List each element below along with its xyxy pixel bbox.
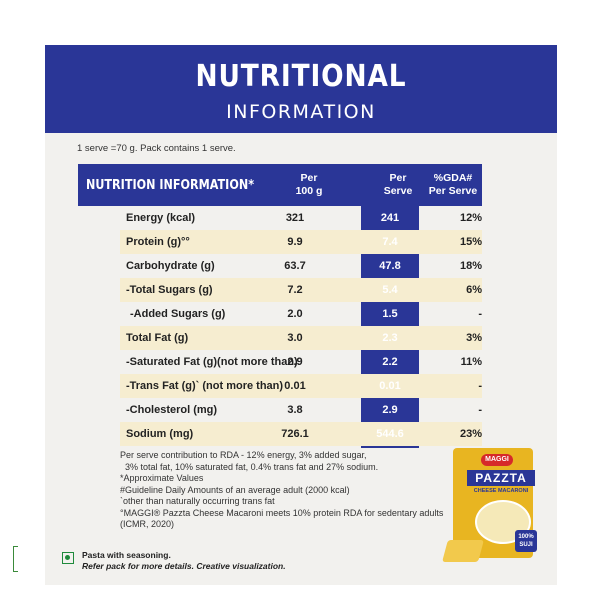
per-100g-value: 3.0 xyxy=(287,332,303,344)
footnote-line: (ICMR, 2020) xyxy=(120,519,175,529)
per-serve-value: 47.8 xyxy=(379,260,401,272)
per-serve-value: 544.6 xyxy=(376,428,404,440)
nutrition-panel: NUTRITIONAL INFORMATION xyxy=(45,45,557,585)
gda-value: 3% xyxy=(466,332,482,344)
table-row: Total Fat (g) 3.0 2.3 3% xyxy=(120,326,482,350)
footnote-line: 3% total fat, 10% saturated fat, 0.4% tr… xyxy=(125,461,379,472)
per-serve-value: 5.4 xyxy=(382,284,398,296)
footnotes: Per serve contribution to RDA - 12% ener… xyxy=(120,450,444,531)
footnote-line: Per serve contribution to RDA - 12% ener… xyxy=(120,450,367,460)
per-serve-value: 1.5 xyxy=(382,308,398,320)
table-row: Carbohydrate (g) 63.7 47.8 18% xyxy=(120,254,482,278)
per-100g-value: 3.8 xyxy=(287,404,303,416)
gda-value: 12% xyxy=(459,212,482,224)
nutrient-name: -Cholesterol (mg) xyxy=(126,404,218,416)
pack-title: PAZZTA xyxy=(467,470,535,486)
suji-badge: 100% SUJI xyxy=(515,530,537,552)
col-per-100g: Per 100 g xyxy=(295,172,323,197)
gda-value: - xyxy=(478,308,482,320)
gda-value: 23% xyxy=(459,428,482,440)
col-gda: %GDA# Per Serve xyxy=(428,172,478,197)
per-100g-value: 0.01 xyxy=(284,380,306,392)
table-row: Protein (g)°° 9.9 7.4 15% xyxy=(120,230,482,254)
gda-value: - xyxy=(478,404,482,416)
per-100g-value: 726.1 xyxy=(281,428,309,440)
veg-symbol-icon xyxy=(62,552,74,564)
page-subtitle: INFORMATION xyxy=(226,101,376,123)
header-banner: NUTRITIONAL INFORMATION xyxy=(45,45,557,133)
col-per-serve: Per Serve xyxy=(383,172,413,197)
per-serve-value: 241 xyxy=(380,212,400,224)
footnote-line: *Approximate Values xyxy=(120,473,204,483)
table-row: Energy (kcal) 321 241 12% xyxy=(120,206,482,230)
table-row: -Cholesterol (mg) 3.8 2.9 - xyxy=(120,398,482,422)
per-serve-value: 0.01 xyxy=(379,380,401,392)
gda-value: 18% xyxy=(459,260,482,272)
footer-line-1: Pasta with seasoning. xyxy=(82,550,171,560)
per-100g-value: 2.9 xyxy=(287,356,303,368)
footnote-line: °MAGGI® Pazzta Cheese Macaroni meets 10%… xyxy=(120,507,444,518)
per-100g-value: 9.9 xyxy=(287,236,303,248)
brand-logo: MAGGI xyxy=(481,454,513,466)
table-title: NUTRITION INFORMATION* xyxy=(86,177,255,193)
footnote-line: `other than naturally occurring trans fa… xyxy=(120,496,275,506)
table-row: -Total Sugars (g) 7.2 5.4 6% xyxy=(120,278,482,302)
pack-subtitle: CHEESE MACARONI xyxy=(473,488,529,494)
cheese-icon xyxy=(442,540,484,562)
footer-line-2: Refer pack for more details. Creative vi… xyxy=(82,561,286,571)
nutrient-name: Sodium (mg) xyxy=(126,428,194,440)
nutrient-name: -Saturated Fat (g)(not more than) xyxy=(126,356,298,368)
product-pack-image: MAGGI PAZZTA CHEESE MACARONI 100% SUJI xyxy=(442,448,545,568)
per-serve-value: 2.9 xyxy=(382,404,398,416)
per-serve-column-band xyxy=(361,164,419,448)
bracket-mark xyxy=(13,546,18,572)
per-100g-value: 321 xyxy=(285,212,305,224)
nutrient-name: -Total Sugars (g) xyxy=(126,284,213,296)
table-row: -Saturated Fat (g)(not more than) 2.9 2.… xyxy=(120,350,482,374)
nutrient-name: -Added Sugars (g) xyxy=(130,308,226,320)
table-row: Sodium (mg) 726.1 544.6 23% xyxy=(120,422,482,446)
per-serve-value: 2.2 xyxy=(382,356,398,368)
gda-value: 15% xyxy=(459,236,482,248)
gda-value: 11% xyxy=(460,356,482,368)
table-row: -Added Sugars (g) 2.0 1.5 - xyxy=(120,302,482,326)
footnote-line: #Guideline Daily Amounts of an average a… xyxy=(120,484,350,495)
table-row: -Trans Fat (g)` (not more than) 0.01 0.0… xyxy=(120,374,482,398)
serve-note: 1 serve =70 g. Pack contains 1 serve. xyxy=(77,143,236,154)
per-serve-value: 2.3 xyxy=(382,332,398,344)
table-header: NUTRITION INFORMATION* Per 100 g Per Serve… xyxy=(78,164,482,206)
nutrient-name: Energy (kcal) xyxy=(126,212,196,224)
per-serve-value: 7.4 xyxy=(382,236,398,248)
gda-value: 6% xyxy=(466,284,482,296)
gda-value: - xyxy=(478,380,482,392)
nutrient-name: Total Fat (g) xyxy=(126,332,189,344)
nutrient-name: Protein (g)°° xyxy=(126,236,190,248)
nutrient-name: -Trans Fat (g)` (not more than) xyxy=(126,380,284,392)
per-100g-value: 2.0 xyxy=(287,308,303,320)
per-100g-value: 63.7 xyxy=(284,260,306,272)
nutrient-name: Carbohydrate (g) xyxy=(126,260,215,272)
page-title: NUTRITIONAL xyxy=(195,59,407,94)
per-100g-value: 7.2 xyxy=(287,284,303,296)
